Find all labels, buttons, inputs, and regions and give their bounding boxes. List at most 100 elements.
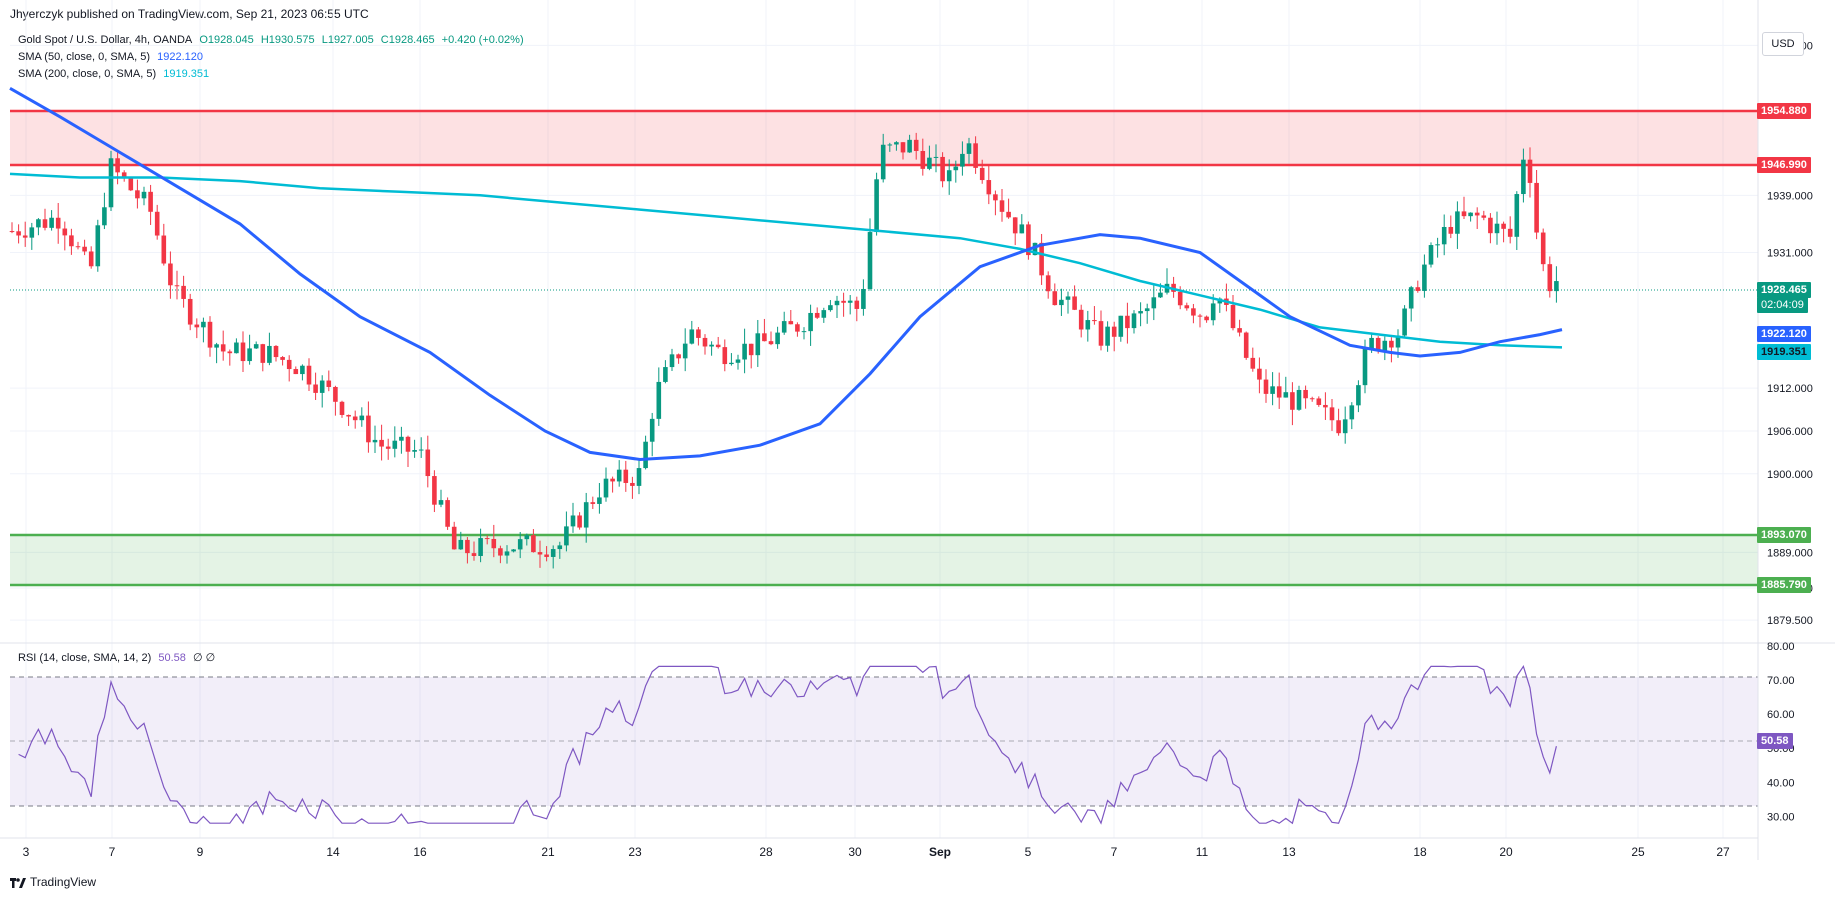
- candle-body: [1151, 297, 1157, 309]
- candle-body: [1323, 404, 1328, 408]
- candle-body: [1138, 311, 1143, 314]
- candle-body: [920, 150, 926, 169]
- candle-body: [821, 310, 827, 318]
- candle-body: [372, 439, 378, 443]
- candle-body: [1111, 326, 1117, 337]
- candle-body: [828, 305, 833, 311]
- sma200-label: SMA (200, close, 0, SMA, 5): [18, 68, 157, 80]
- candle-body: [1474, 212, 1480, 216]
- candle-body: [861, 288, 866, 309]
- rsi-legend[interactable]: RSI (14, close, SMA, 14, 2) 50.58 ∅ ∅: [18, 651, 219, 664]
- candle-body: [1375, 337, 1381, 351]
- candle-body: [161, 235, 167, 264]
- candle-body: [986, 180, 992, 195]
- candle-body: [755, 333, 761, 356]
- sma50-legend[interactable]: SMA (50, close, 0, SMA, 5) 1922.120: [18, 51, 207, 63]
- time-axis: 3 7 9 14 16 21 23 28 30 Sep 5 7 11 13 18 20 25 27: [23, 845, 1730, 859]
- candle-body: [768, 341, 774, 345]
- candle-body: [531, 535, 536, 553]
- candle-body: [392, 440, 398, 449]
- price-tick-label: 1879.500: [1767, 615, 1813, 627]
- sma200-value: 1919.351: [163, 68, 210, 80]
- candle-body: [729, 362, 734, 365]
- candle-body: [913, 139, 919, 151]
- candle-body: [616, 469, 622, 482]
- time-tick-label: 14: [326, 845, 340, 859]
- candle-body: [1065, 296, 1071, 300]
- candle-body: [1006, 211, 1011, 218]
- candle-body: [55, 217, 61, 229]
- candle-body: [95, 225, 101, 267]
- candle-body: [1059, 299, 1064, 306]
- candle-body: [313, 384, 318, 393]
- candle-body: [194, 324, 200, 328]
- candle-body: [781, 321, 787, 333]
- candle-body: [227, 351, 233, 354]
- candle-body: [570, 515, 576, 527]
- candle-body: [379, 439, 384, 447]
- ohlc-high: H1930.575: [260, 34, 315, 46]
- candle-body: [273, 345, 279, 358]
- candle-body: [260, 344, 266, 363]
- candle-body: [597, 497, 602, 504]
- candle-body: [286, 359, 292, 370]
- candle-body: [702, 337, 708, 347]
- candle-body: [1494, 223, 1500, 234]
- candle-body: [1039, 242, 1044, 276]
- candle-body: [22, 235, 28, 238]
- currency-button[interactable]: USD: [1762, 32, 1804, 56]
- rsi-tick-label: 40.00: [1767, 777, 1795, 789]
- candle-body: [88, 251, 94, 267]
- candle-body: [399, 436, 404, 441]
- candle-body: [1144, 308, 1150, 312]
- candle-body: [795, 324, 800, 332]
- candle-body: [1534, 182, 1539, 233]
- candle-body: [471, 553, 477, 556]
- candle-body: [1045, 275, 1051, 292]
- candle-body: [960, 153, 965, 167]
- resistance-top-tag: 1954.880: [1757, 103, 1811, 119]
- candle-body: [69, 235, 74, 247]
- candle-body: [1428, 245, 1434, 265]
- candle-body: [834, 300, 840, 306]
- candle-body: [1012, 217, 1018, 234]
- price-tick-label: 1912.000: [1767, 383, 1813, 395]
- price-tick-label: 1889.000: [1767, 547, 1813, 559]
- candle-body: [174, 285, 180, 287]
- candle-body: [405, 436, 411, 452]
- candle-body: [1263, 379, 1269, 394]
- candle-body: [623, 469, 629, 483]
- candle-body: [1468, 212, 1473, 217]
- candle-body: [1329, 407, 1335, 421]
- candle-body: [1395, 335, 1401, 348]
- candle-body: [603, 478, 609, 498]
- candle-body: [1501, 223, 1506, 229]
- candle-body: [1408, 287, 1414, 309]
- candle-body: [82, 246, 87, 252]
- candle-body: [669, 354, 675, 368]
- ohlc-open: O1928.045: [199, 34, 254, 46]
- candle-body: [517, 539, 523, 550]
- candle-body: [715, 344, 721, 348]
- sma200-legend[interactable]: SMA (200, close, 0, SMA, 5) 1919.351: [18, 68, 213, 80]
- tradingview-brand[interactable]: TradingView: [10, 875, 96, 889]
- candle-body: [1026, 224, 1031, 256]
- candle-body: [1072, 296, 1077, 310]
- candle-body: [62, 228, 68, 236]
- sma200-tag: 1919.351: [1757, 344, 1811, 360]
- candle-body: [887, 144, 893, 146]
- time-tick-label: 21: [541, 845, 555, 859]
- candle-body: [438, 500, 444, 505]
- candle-body: [484, 538, 490, 540]
- candle-body: [867, 232, 873, 289]
- candle-body: [946, 170, 952, 182]
- symbol-legend[interactable]: Gold Spot / U.S. Dollar, 4h, OANDA O1928…: [18, 34, 528, 46]
- candle-body: [1125, 315, 1130, 329]
- candle-body: [412, 450, 417, 452]
- candle-body: [1250, 357, 1256, 369]
- time-tick-label: 7: [1111, 845, 1118, 859]
- symbol-title: Gold Spot / U.S. Dollar, 4h, OANDA: [18, 34, 193, 46]
- candle-body: [1118, 315, 1124, 337]
- candle-body: [1237, 328, 1242, 333]
